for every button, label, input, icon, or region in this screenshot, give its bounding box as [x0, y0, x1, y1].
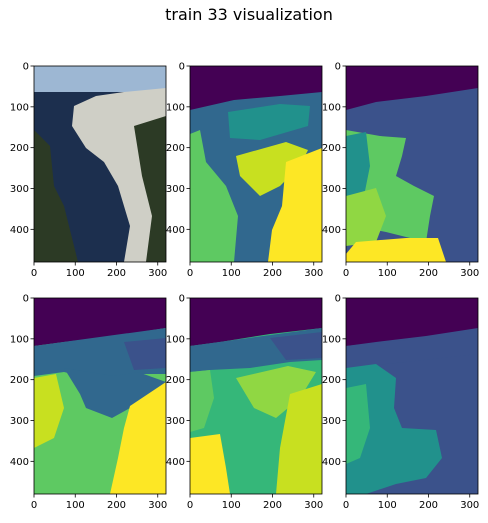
- y-tick-label: 300: [166, 184, 185, 195]
- y-tick-label: 200: [10, 375, 29, 386]
- segment-far-cliff: [228, 104, 310, 140]
- y-tick-label: 0: [335, 294, 341, 305]
- x-tick-label: 0: [187, 268, 193, 279]
- y-tick-label: 0: [179, 62, 185, 73]
- y-tick-label: 200: [166, 375, 185, 386]
- segment-sky: [346, 66, 478, 110]
- y-tick-label: 200: [322, 143, 341, 154]
- segment-left-cliff: [190, 130, 238, 262]
- x-tick-label: 100: [66, 500, 85, 511]
- y-tick-label: 100: [10, 102, 29, 113]
- segment-mid-rock: [236, 366, 316, 418]
- panel-segmentation-2: [345, 65, 479, 263]
- panel-segmentation-5: [345, 297, 479, 495]
- x-tick-label: 200: [107, 500, 126, 511]
- panel-segmentation-1: [189, 65, 323, 263]
- x-tick-label: 100: [222, 268, 241, 279]
- x-tick-label: 300: [460, 500, 479, 511]
- x-tick-label: 100: [222, 500, 241, 511]
- segment-middle: [346, 364, 442, 494]
- x-tick-label: 100: [378, 500, 397, 511]
- segment-right-cliff: [110, 382, 166, 494]
- segment-mid-rock: [236, 142, 308, 196]
- figure-title: train 33 visualization: [165, 5, 333, 24]
- segment-water: [64, 368, 166, 418]
- segment-left-cliff: [34, 374, 64, 448]
- y-tick-label: 300: [322, 416, 341, 427]
- x-tick-label: 100: [66, 268, 85, 279]
- segment-far-rock: [124, 338, 166, 370]
- vegetation-region: [34, 130, 78, 262]
- y-tick-label: 400: [322, 225, 341, 236]
- segment-right-cliff: [268, 148, 322, 262]
- x-tick-label: 300: [460, 268, 479, 279]
- panel-photo: [33, 65, 167, 263]
- segment-left-cliff: [190, 370, 214, 432]
- x-tick-label: 0: [31, 268, 37, 279]
- x-tick-label: 0: [343, 268, 349, 279]
- y-tick-label: 100: [166, 102, 185, 113]
- segment-sky: [190, 298, 322, 346]
- y-tick-label: 200: [10, 143, 29, 154]
- segment-lower-left: [346, 188, 386, 246]
- segment-left-strip: [346, 132, 370, 202]
- x-tick-label: 200: [263, 268, 282, 279]
- x-tick-label: 0: [31, 500, 37, 511]
- segment-right-cliff: [276, 384, 322, 494]
- y-tick-label: 0: [179, 294, 185, 305]
- y-tick-label: 400: [322, 457, 341, 468]
- panel-segmentation-3: [33, 297, 167, 495]
- x-tick-label: 300: [304, 268, 323, 279]
- x-tick-label: 200: [419, 500, 438, 511]
- x-tick-label: 0: [343, 500, 349, 511]
- segment-bottom: [346, 238, 446, 262]
- segment-sky: [190, 66, 322, 110]
- panel-segmentation-4: [189, 297, 323, 495]
- x-tick-label: 300: [304, 500, 323, 511]
- y-tick-label: 100: [10, 334, 29, 345]
- x-tick-label: 200: [263, 500, 282, 511]
- y-tick-label: 0: [335, 62, 341, 73]
- y-tick-label: 300: [322, 184, 341, 195]
- y-tick-label: 200: [166, 143, 185, 154]
- y-tick-label: 400: [10, 457, 29, 468]
- segment-sky: [346, 298, 478, 346]
- y-tick-label: 100: [322, 334, 341, 345]
- y-tick-label: 300: [10, 184, 29, 195]
- y-tick-label: 0: [23, 62, 29, 73]
- segment-far-rock: [270, 332, 322, 360]
- segment-lower-left: [190, 434, 230, 494]
- segment-left-strip: [346, 384, 370, 464]
- y-tick-label: 200: [322, 375, 341, 386]
- x-tick-label: 200: [419, 268, 438, 279]
- y-tick-label: 400: [166, 225, 185, 236]
- x-tick-label: 300: [148, 500, 167, 511]
- x-tick-label: 200: [107, 268, 126, 279]
- y-tick-label: 400: [166, 457, 185, 468]
- cliff-shadow-region: [134, 116, 166, 262]
- y-tick-label: 300: [10, 416, 29, 427]
- y-tick-label: 100: [166, 334, 185, 345]
- x-tick-label: 0: [187, 500, 193, 511]
- segment-horizon: [346, 338, 478, 368]
- y-tick-label: 100: [322, 102, 341, 113]
- y-tick-label: 0: [23, 294, 29, 305]
- segment-sky: [34, 298, 166, 346]
- x-tick-label: 100: [378, 268, 397, 279]
- y-tick-label: 400: [10, 225, 29, 236]
- x-tick-label: 300: [148, 268, 167, 279]
- y-tick-label: 300: [166, 416, 185, 427]
